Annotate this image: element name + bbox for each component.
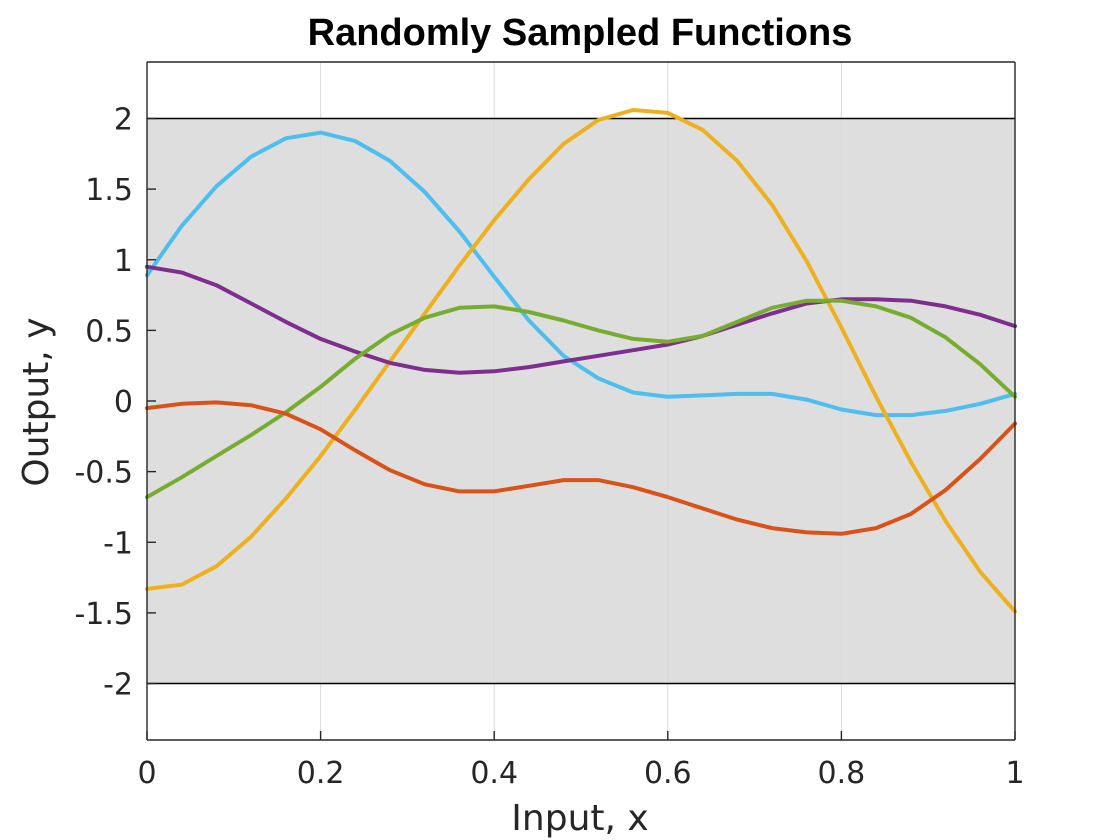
y-tick-label: 1 [114,244,133,279]
y-tick-label: 0 [114,385,133,420]
series-line-3 [145,264,1017,375]
x-axis-label: Input, x [511,798,648,839]
y-tick-label: -1.5 [74,597,133,632]
x-tick-label: 1 [1005,756,1024,791]
plot-area: 0 0.2 0.4 0.6 0.8 1 -2 -1.5 -1 -0.5 0 0.5 1 1.5 2 [74,61,1025,791]
y-tick-label: -2 [103,668,133,703]
x-tick-label: 0.6 [644,756,692,791]
y-axis-label: Output, y [16,317,57,486]
x-tick-label: 0.8 [818,756,866,791]
x-tick-label: 0.2 [297,756,345,791]
series-line-2 [145,108,1017,614]
shaded-band [147,118,1015,684]
series-line-4 [145,298,1017,500]
x-tick-label: 0 [137,756,156,791]
y-tick-label: 2 [114,103,133,138]
series-line-5 [145,400,1017,536]
x-tick-label: 0.4 [470,756,518,791]
chart-title: Randomly Sampled Functions [308,12,853,54]
y-tick-label: 0.5 [85,314,133,349]
y-tick-label: -1 [103,526,133,561]
y-tick-label: 1.5 [85,173,133,208]
series-line-1 [145,130,1017,418]
y-tick-label: -0.5 [74,456,133,491]
